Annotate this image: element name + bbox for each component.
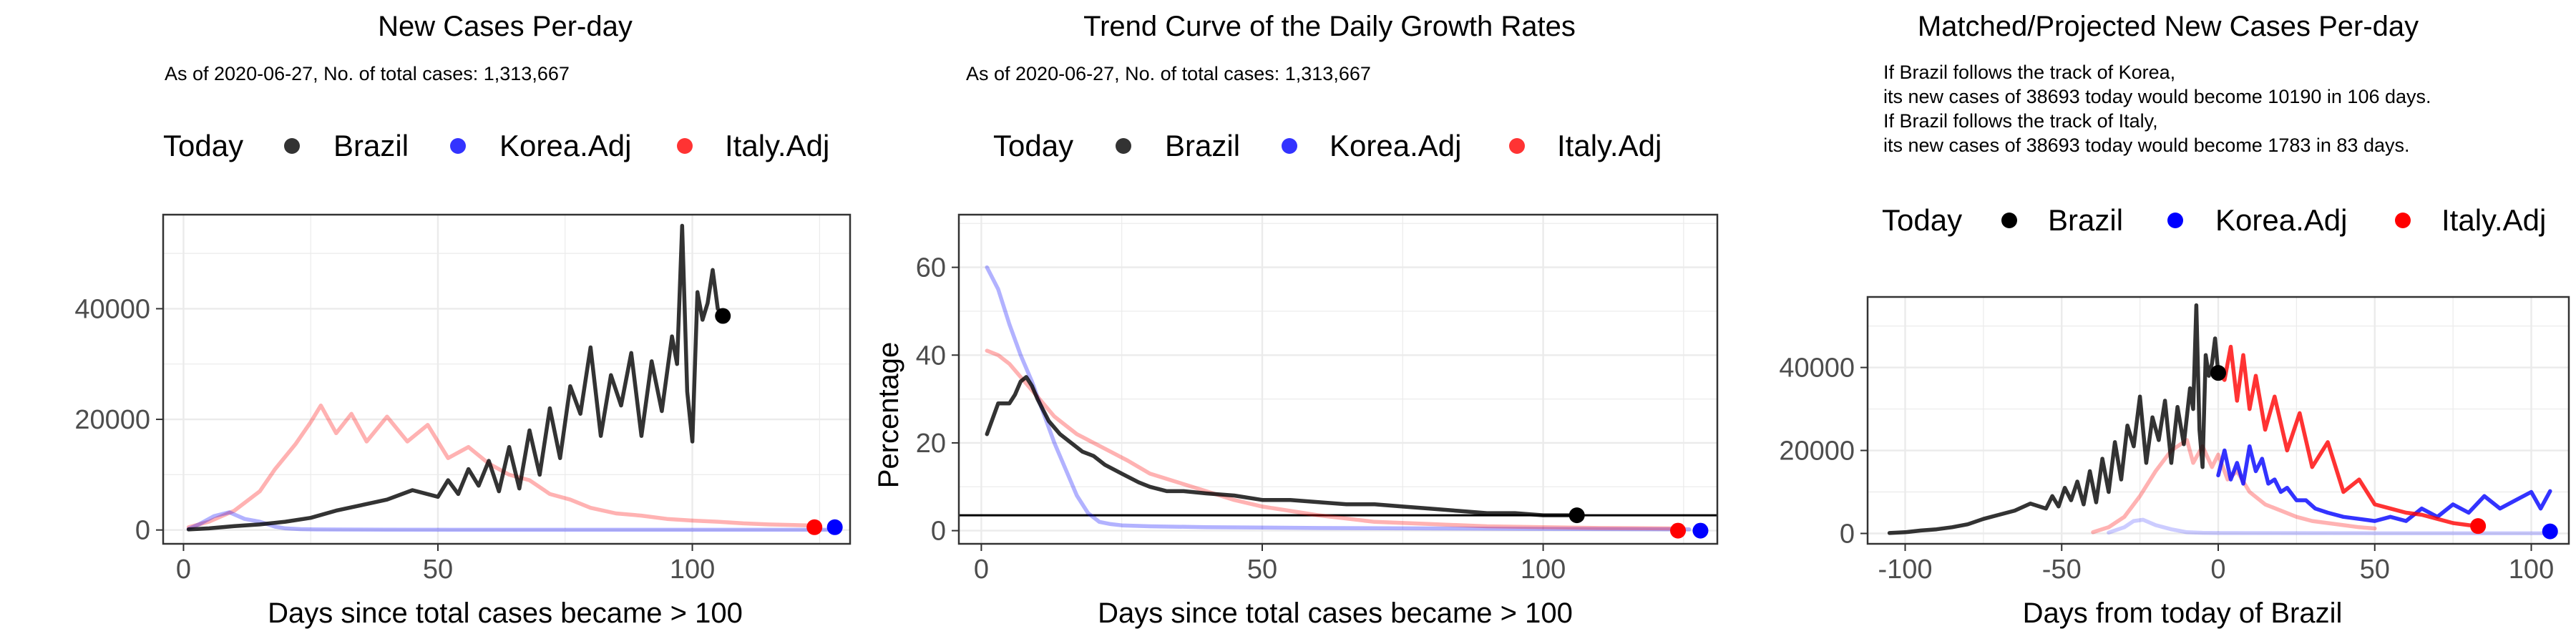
today-point-brazil: [2210, 365, 2226, 381]
y-tick-label: 0: [1840, 519, 1855, 550]
legend-title: Today: [163, 129, 243, 162]
y-tick-label: 40: [916, 341, 946, 371]
legend-key-korea: [1282, 138, 1297, 154]
panel-projected: Matched/Projected New Cases Per-day If B…: [1779, 11, 2570, 629]
legend-key-italy: [2395, 213, 2411, 228]
plot-border: [162, 213, 852, 545]
note-line-4: its new cases of 38693 today would becom…: [1883, 135, 2409, 156]
series-line-brazil: [985, 375, 1579, 517]
legend-label-italy: Italy.Adj: [2441, 203, 2546, 237]
today-point-italy-adj: [806, 519, 823, 535]
chart-subtitle: As of 2020-06-27, No. of total cases: 1,…: [966, 63, 1371, 84]
legend-label-brazil: Brazil: [333, 129, 409, 162]
legend-label-korea: Korea.Adj: [2215, 203, 2347, 237]
legend-key-brazil: [284, 138, 300, 154]
x-tick-label: 0: [974, 555, 989, 585]
note-line-2: its new cases of 38693 today would becom…: [1883, 86, 2431, 107]
plot-border: [1866, 296, 2570, 545]
legend-key-italy: [1509, 138, 1525, 154]
x-axis-label: Days since total cases became > 100: [268, 597, 743, 629]
legend-key-korea: [2167, 213, 2183, 228]
today-point-korea-adj: [1692, 522, 1709, 539]
y-tick-label: 20: [916, 429, 946, 459]
legend-label-italy: Italy.Adj: [725, 129, 829, 162]
series-line-korea-adj-projected: [2216, 444, 2552, 523]
today-point-brazil: [715, 308, 731, 324]
x-tick-label: 100: [1521, 555, 1566, 585]
legend-label-korea: Korea.Adj: [1330, 129, 1461, 162]
legend: Today Brazil Korea.Adj Italy.Adj: [1882, 203, 2546, 237]
series-line-italy-adj-projected: [2216, 344, 2480, 528]
x-tick-label: 100: [2509, 555, 2554, 585]
note-line-1: If Brazil follows the track of Korea,: [1883, 62, 2175, 83]
series-line-brazil: [1887, 303, 2220, 535]
legend-key-italy: [677, 138, 693, 154]
y-tick-label: 40000: [1779, 353, 1855, 384]
chart-title: Matched/Projected New Cases Per-day: [1918, 11, 2419, 42]
series-line-brazil: [186, 223, 725, 532]
x-tick-label: 0: [2210, 555, 2225, 585]
plot-area: 0 50 100 0 20000 40000: [74, 213, 852, 585]
x-tick-label: 100: [670, 555, 715, 585]
series-line-italy-adj-matched: [2091, 438, 2377, 535]
legend-label-brazil: Brazil: [1165, 129, 1240, 162]
y-tick-label: 0: [135, 516, 150, 546]
x-axis-label: Days from today of Brazil: [2023, 597, 2343, 629]
legend-key-brazil: [2001, 213, 2017, 228]
chart-subtitle: As of 2020-06-27, No. of total cases: 1,…: [165, 63, 570, 84]
legend-label-brazil: Brazil: [2048, 203, 2123, 237]
y-tick-label: 20000: [1779, 436, 1855, 467]
y-axis-label: Percentage: [873, 342, 904, 489]
x-tick-label: -50: [2042, 555, 2082, 585]
legend-key-korea: [450, 138, 466, 154]
x-tick-label: 50: [423, 555, 453, 585]
today-point-korea-adj: [2542, 523, 2558, 540]
x-tick-label: 50: [2360, 555, 2390, 585]
y-tick-label: 60: [916, 253, 946, 283]
today-point-korea-adj: [826, 519, 843, 535]
x-tick-label: -100: [1878, 555, 1932, 585]
legend-key-brazil: [1116, 138, 1131, 154]
series-line-korea-adj: [985, 265, 1692, 532]
note-line-3: If Brazil follows the track of Italy,: [1883, 110, 2158, 132]
legend-title: Today: [1882, 203, 1962, 237]
plot-border: [957, 213, 1719, 545]
legend: Today Brazil Korea.Adj Italy.Adj: [163, 129, 829, 162]
y-tick-label: 20000: [74, 405, 150, 435]
series-line-korea-adj-matched: [2107, 517, 2552, 536]
x-tick-label: 0: [176, 555, 191, 585]
panel-growth-rates: Trend Curve of the Daily Growth Rates As…: [873, 11, 1719, 629]
legend: Today Brazil Korea.Adj Italy.Adj: [993, 129, 1662, 162]
x-tick-label: 50: [1247, 555, 1277, 585]
series-line-korea-adj: [186, 510, 837, 532]
x-axis-label: Days since total cases became > 100: [1098, 597, 1573, 629]
panel-new-cases: New Cases Per-day As of 2020-06-27, No. …: [74, 11, 852, 629]
y-tick-label: 0: [931, 517, 946, 547]
chart-title: New Cases Per-day: [378, 11, 633, 42]
today-point-italy-adj: [1670, 522, 1687, 539]
legend-label-korea: Korea.Adj: [499, 129, 631, 162]
today-point-italy-adj: [2470, 518, 2487, 535]
y-tick-label: 40000: [74, 294, 150, 324]
legend-title: Today: [993, 129, 1073, 162]
series-line-italy-adj: [186, 403, 816, 530]
today-point-brazil: [1568, 507, 1585, 524]
legend-label-italy: Italy.Adj: [1557, 129, 1662, 162]
chart-title: Trend Curve of the Daily Growth Rates: [1083, 11, 1576, 42]
plot-area: 0 50 100 0 20 40 60: [916, 213, 1719, 585]
plot-area: -100 -50 0 50 100 0 20000 40000: [1779, 296, 2570, 585]
